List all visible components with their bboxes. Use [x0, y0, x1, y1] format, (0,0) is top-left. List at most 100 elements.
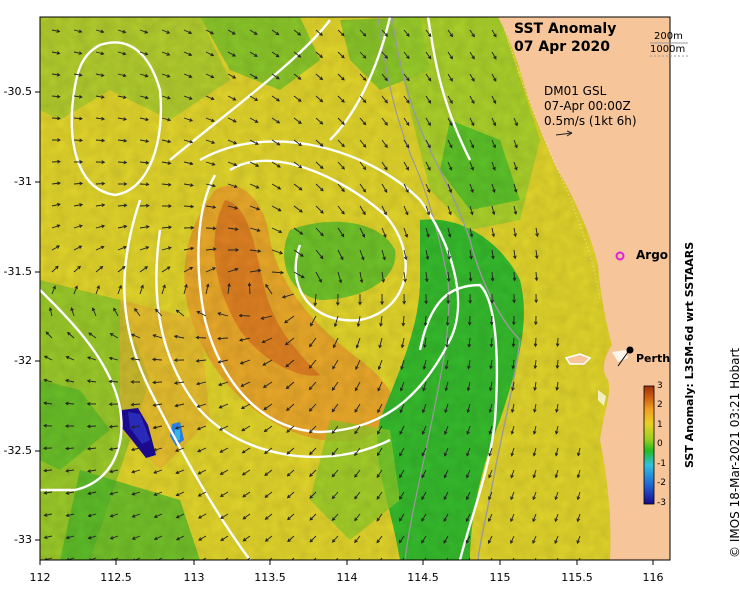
current-vector	[139, 139, 149, 142]
current-vector	[249, 95, 258, 101]
current-vector-head	[340, 233, 345, 238]
current-vector-head	[535, 233, 539, 238]
current-vector	[240, 359, 251, 365]
current-vector	[95, 29, 104, 33]
current-vector	[399, 425, 405, 435]
current-vector-head	[443, 474, 448, 479]
current-vector	[132, 513, 141, 518]
current-vector-head	[384, 77, 388, 82]
current-vector-head	[211, 140, 216, 144]
current-vector	[357, 557, 361, 560]
current-vector-head	[218, 405, 223, 409]
current-vector-head	[493, 78, 497, 82]
current-vector	[66, 535, 75, 539]
current-vector	[73, 117, 83, 120]
current-vector-head	[239, 361, 244, 365]
current-vector	[533, 469, 537, 478]
current-vector	[403, 183, 409, 193]
current-vector-head	[188, 96, 193, 100]
current-vector-head	[56, 245, 61, 249]
current-vector	[359, 227, 366, 238]
current-vector	[424, 337, 427, 348]
current-vector	[95, 266, 103, 273]
current-vector-head	[492, 122, 497, 127]
argo-label: Argo	[636, 248, 669, 262]
current-vector-head	[447, 255, 452, 260]
current-vector	[555, 447, 559, 456]
current-vector	[512, 337, 515, 347]
current-vector-head	[286, 472, 291, 477]
current-vector-head	[448, 211, 452, 216]
current-vector	[131, 425, 141, 428]
current-vector-head	[488, 431, 493, 435]
current-vector-head	[123, 203, 128, 208]
current-vector	[491, 205, 495, 215]
current-vector-head	[264, 494, 269, 498]
current-vector	[51, 73, 60, 76]
current-vector	[535, 227, 538, 237]
current-vector-head	[448, 166, 453, 171]
current-vector-head	[467, 322, 472, 326]
current-vector-head	[130, 425, 135, 429]
current-vector-head	[384, 99, 388, 104]
current-vector	[554, 535, 559, 544]
current-vector-head	[510, 430, 515, 435]
current-vector	[161, 51, 170, 56]
current-vector	[265, 513, 273, 520]
current-vector-head	[122, 73, 127, 78]
current-vector-head	[188, 30, 193, 35]
current-vector-head	[381, 279, 386, 283]
ssh-contours	[40, 17, 499, 560]
current-vector-head	[488, 387, 493, 392]
current-vector-head	[121, 266, 126, 270]
colorbar-tick: -3	[657, 498, 666, 508]
current-vector	[205, 95, 214, 100]
current-vector	[249, 51, 258, 57]
current-vector	[309, 425, 317, 434]
current-vector-head	[532, 496, 536, 501]
current-vector	[198, 469, 207, 475]
current-vector	[227, 227, 238, 230]
current-vector-head	[131, 514, 136, 518]
current-vector-head	[422, 365, 427, 370]
current-vector	[95, 51, 104, 55]
current-vector-head	[152, 403, 157, 407]
current-vector	[109, 425, 119, 428]
current-vector-head	[356, 323, 361, 328]
current-vector-head	[376, 539, 380, 544]
current-vector	[113, 308, 119, 317]
current-vector	[227, 283, 230, 295]
current-vector-head	[167, 182, 172, 187]
current-vector-head	[331, 473, 336, 478]
current-vector	[534, 359, 537, 369]
current-vector-head	[284, 341, 289, 346]
current-vector-head	[264, 538, 269, 542]
current-vector	[510, 535, 515, 544]
current-vector-head	[488, 562, 491, 565]
current-vector	[293, 139, 302, 146]
current-vector-head	[512, 277, 517, 282]
current-vector-head	[341, 210, 345, 215]
current-vector-head	[217, 312, 222, 316]
current-vector-head	[175, 470, 180, 475]
current-vector-head	[275, 75, 280, 80]
current-vector	[466, 469, 471, 478]
current-vector-head	[276, 120, 281, 124]
current-vector	[309, 447, 317, 455]
current-vector-head	[77, 265, 82, 270]
current-vector	[95, 139, 105, 142]
current-vector	[380, 315, 383, 327]
current-vector	[87, 356, 97, 361]
current-vector	[249, 205, 260, 210]
current-vector	[513, 249, 516, 259]
current-vector	[491, 51, 497, 60]
current-vector	[44, 513, 53, 516]
current-vector-head	[276, 164, 281, 168]
current-vector-head	[534, 321, 538, 326]
current-vector-head	[263, 406, 268, 411]
current-vector-head	[427, 33, 432, 38]
current-vector-head	[100, 73, 105, 77]
current-vector-head	[511, 343, 516, 348]
current-vector	[337, 139, 345, 147]
current-vector	[49, 307, 53, 317]
